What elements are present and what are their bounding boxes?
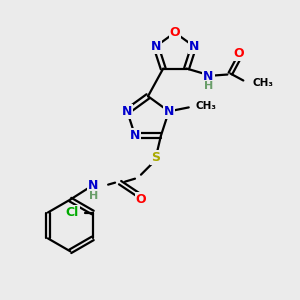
Text: O: O <box>233 47 244 60</box>
Text: N: N <box>151 40 161 53</box>
Text: N: N <box>164 105 174 118</box>
Text: CH₃: CH₃ <box>196 101 217 111</box>
Text: O: O <box>169 26 180 39</box>
Text: O: O <box>136 193 146 206</box>
Text: S: S <box>152 151 160 164</box>
Text: CH₃: CH₃ <box>252 79 273 88</box>
Text: N: N <box>203 70 214 83</box>
Text: Cl: Cl <box>65 206 79 219</box>
Text: N: N <box>88 179 98 192</box>
Text: N: N <box>130 129 140 142</box>
Text: H: H <box>89 190 98 201</box>
Text: N: N <box>122 105 132 118</box>
Text: N: N <box>189 40 199 53</box>
Text: H: H <box>204 82 213 92</box>
